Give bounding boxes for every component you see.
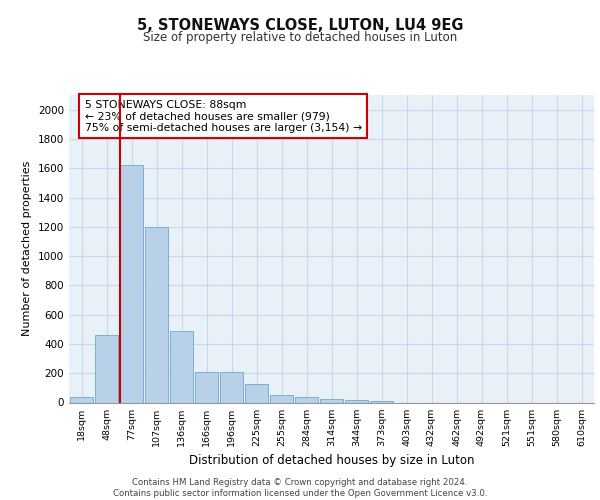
Bar [370,401,393,402]
Text: 5, STONEWAYS CLOSE, LUTON, LU4 9EG: 5, STONEWAYS CLOSE, LUTON, LU4 9EG [137,18,463,32]
Bar [195,372,218,402]
Bar [270,395,293,402]
Bar [345,400,368,402]
Bar [295,396,318,402]
Text: Contains HM Land Registry data © Crown copyright and database right 2024.
Contai: Contains HM Land Registry data © Crown c… [113,478,487,498]
Bar [170,331,193,402]
Bar [70,398,93,402]
Bar [220,372,243,402]
Bar [145,227,168,402]
Text: 5 STONEWAYS CLOSE: 88sqm
← 23% of detached houses are smaller (979)
75% of semi-: 5 STONEWAYS CLOSE: 88sqm ← 23% of detach… [85,100,362,133]
Bar [120,166,143,402]
Bar [245,384,268,402]
Y-axis label: Number of detached properties: Number of detached properties [22,161,32,336]
X-axis label: Distribution of detached houses by size in Luton: Distribution of detached houses by size … [189,454,474,467]
Bar [95,335,118,402]
Text: Size of property relative to detached houses in Luton: Size of property relative to detached ho… [143,31,457,44]
Bar [320,399,343,402]
